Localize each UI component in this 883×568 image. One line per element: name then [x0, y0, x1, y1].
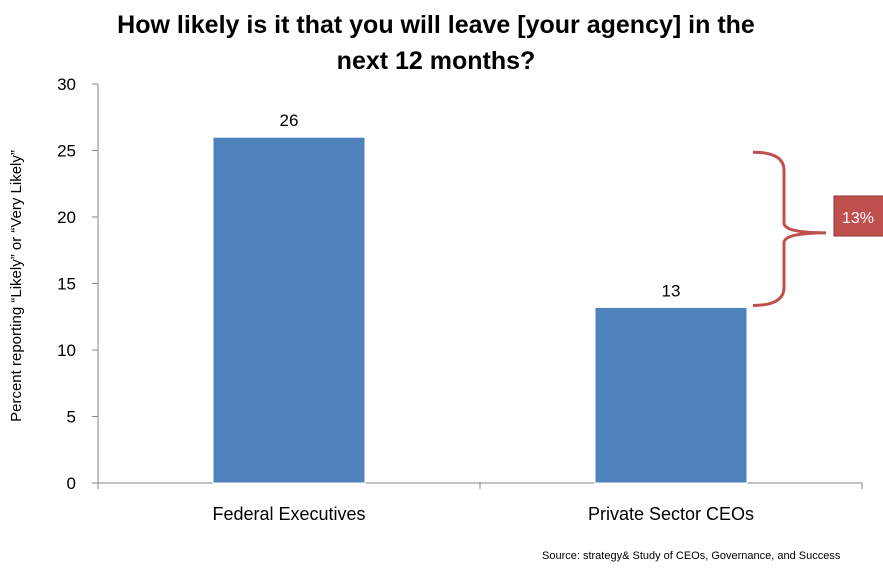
y-tick-label: 25 — [57, 142, 76, 161]
y-tick-label: 10 — [57, 341, 76, 360]
y-tick-label: 5 — [67, 408, 76, 427]
bars — [212, 136, 748, 484]
chart-title-line-2: next 12 months? — [337, 47, 536, 75]
bar-private-sector-ceos — [594, 306, 748, 484]
data-label: 13 — [662, 281, 681, 300]
category-labels: Federal Executives Private Sector CEOs — [212, 504, 754, 524]
y-tick-label: 30 — [57, 75, 76, 94]
source-note: Source: strategy& Study of CEOs, Governa… — [542, 550, 841, 562]
y-axis-label: Percent reporting “Likely” or “Very Like… — [8, 150, 25, 422]
y-ticks: 0 5 10 15 20 25 30 — [57, 75, 98, 493]
y-tick-label: 15 — [57, 275, 76, 294]
chart-title-line-1: How likely is it that you will leave [yo… — [117, 11, 755, 39]
data-label: 26 — [280, 111, 299, 130]
y-tick-label: 0 — [67, 474, 76, 493]
difference-bracket — [752, 150, 827, 307]
difference-callout-label: 13% — [842, 210, 874, 227]
bar-federal-executives — [212, 136, 366, 484]
category-label: Federal Executives — [212, 504, 365, 524]
category-label: Private Sector CEOs — [588, 504, 754, 524]
y-tick-label: 20 — [57, 208, 76, 227]
data-labels: 26 13 — [280, 111, 681, 300]
difference-callout-box — [833, 195, 883, 237]
